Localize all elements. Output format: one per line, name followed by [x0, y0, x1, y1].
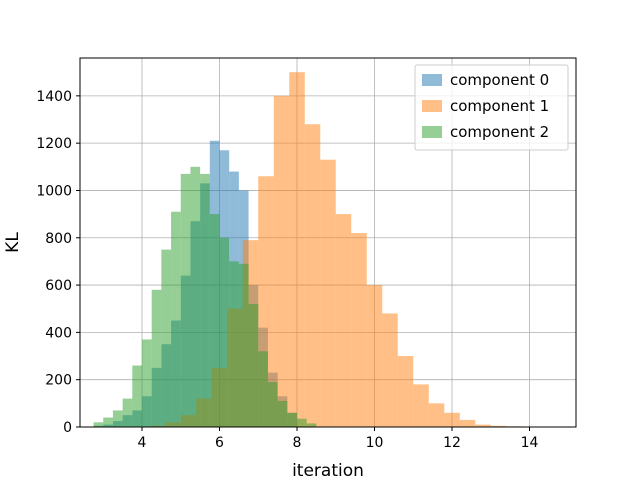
- histogram-bar: [258, 351, 268, 427]
- histogram-bar: [209, 214, 220, 427]
- histogram-bar: [132, 365, 142, 427]
- histogram-bar: [151, 289, 162, 427]
- y-tick-label: 1400: [36, 89, 72, 105]
- legend-box: [414, 64, 569, 151]
- y-tick-label: 0: [63, 420, 72, 436]
- x-tick-label: 10: [366, 435, 384, 451]
- legend-swatch: [422, 126, 442, 138]
- histogram-bar: [180, 173, 191, 427]
- x-tick-label: 12: [443, 435, 461, 451]
- legend-swatch: [422, 74, 442, 86]
- x-tick-label: 4: [138, 435, 147, 451]
- histogram-bar: [335, 214, 352, 427]
- histogram-bar: [297, 418, 307, 427]
- histogram-bar: [287, 412, 297, 427]
- series-1: [149, 72, 553, 427]
- y-tick-label: 400: [45, 325, 72, 341]
- y-tick-label: 1000: [36, 183, 72, 199]
- histogram-bar: [459, 419, 476, 427]
- histogram-bar: [397, 356, 414, 427]
- legend-label: component 1: [450, 97, 549, 115]
- x-axis-label: iteration: [292, 461, 364, 480]
- series-2: [93, 166, 317, 428]
- histogram-bar: [122, 398, 133, 427]
- histogram-bar: [238, 263, 249, 427]
- histogram-bar: [93, 422, 104, 427]
- histogram-bar: [277, 400, 288, 427]
- histogram-bar: [229, 261, 239, 427]
- histogram-bar: [171, 211, 181, 427]
- x-tick-label: 14: [521, 435, 539, 451]
- ticks: 4 6 8 10 12 14 0 200 400 600 800 1000 1200 1400: [36, 89, 538, 451]
- histogram-bar: [444, 412, 460, 427]
- histogram-bar: [112, 410, 123, 427]
- bars: [93, 72, 553, 428]
- histogram-bar: [366, 285, 383, 427]
- histogram-bar: [413, 384, 429, 427]
- histogram-bar: [103, 417, 113, 427]
- histogram-bar: [142, 339, 152, 427]
- x-tick-label: 8: [293, 435, 302, 451]
- histogram-bar: [248, 304, 259, 427]
- legend-swatch: [422, 100, 442, 112]
- histogram-bar: [200, 173, 210, 427]
- y-tick-label: 800: [45, 231, 72, 247]
- histogram-bar: [304, 124, 321, 427]
- histogram-bar: [267, 382, 278, 427]
- histogram-bar: [320, 159, 336, 427]
- histogram-bar: [382, 313, 398, 427]
- histogram-bar: [273, 95, 290, 427]
- histogram-bar: [306, 423, 317, 427]
- y-tick-label: 200: [45, 373, 72, 389]
- histogram-bar: [428, 403, 445, 427]
- histogram-bar: [219, 237, 230, 427]
- y-tick-label: 600: [45, 278, 72, 294]
- legend: component 0 component 1 component 2: [414, 64, 569, 151]
- y-tick-label: 1200: [36, 136, 72, 152]
- y-axis-label: KL: [3, 232, 23, 253]
- histogram-bar: [289, 72, 305, 427]
- legend-label: component 0: [450, 71, 549, 89]
- histogram-bar: [475, 424, 491, 427]
- histogram-bar: [490, 425, 507, 427]
- x-tick-label: 6: [215, 435, 224, 451]
- histogram-bar: [351, 233, 367, 427]
- histogram-bar: [190, 166, 201, 428]
- plot-frame: [79, 57, 577, 428]
- histogram-bar: [161, 249, 172, 427]
- legend-label: component 2: [450, 123, 549, 141]
